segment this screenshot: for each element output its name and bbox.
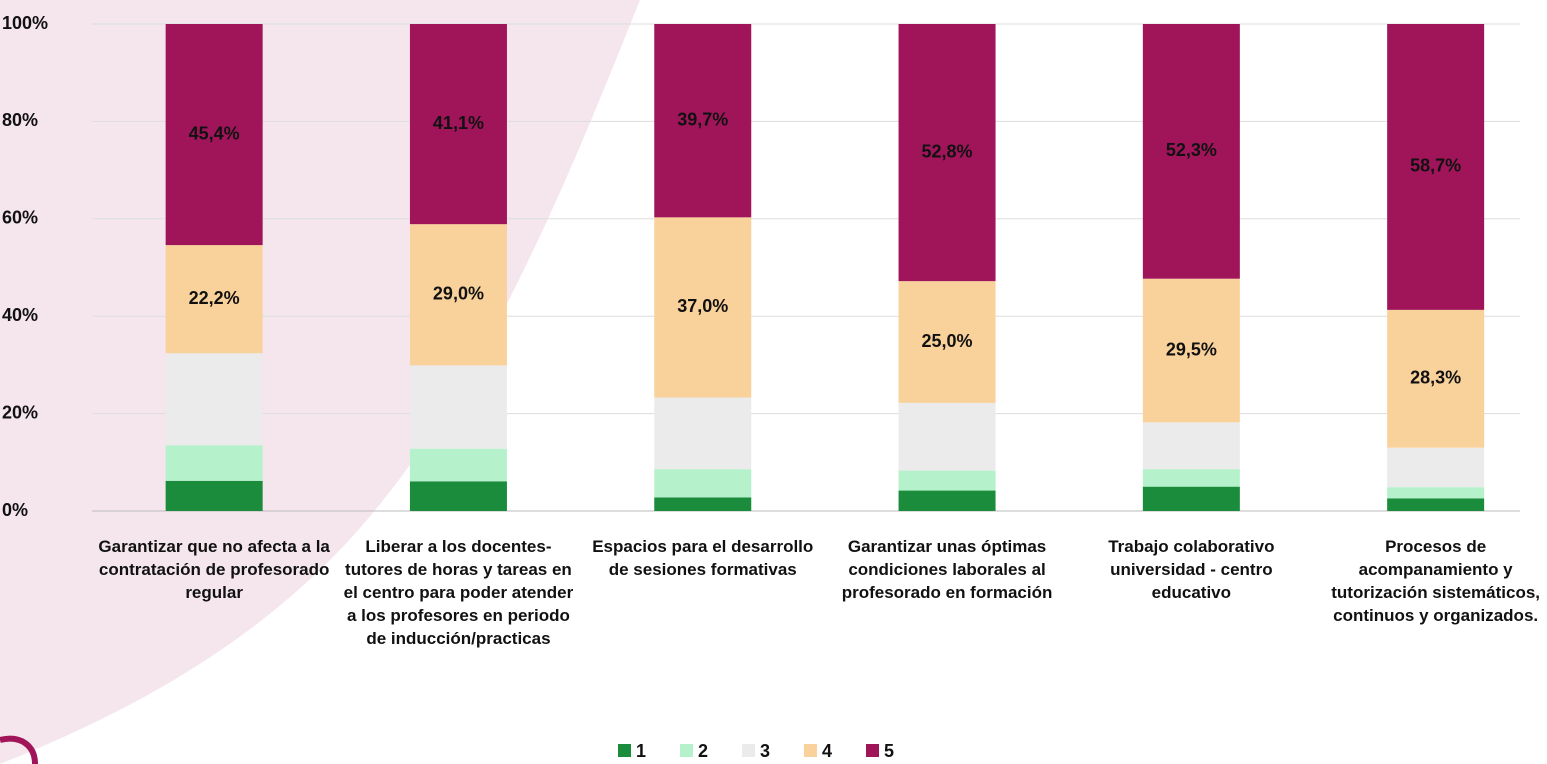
bar-segment <box>1387 309 1485 448</box>
bar-segment <box>165 480 263 511</box>
legend-label: 1 <box>636 741 646 761</box>
data-label: 37,0% <box>677 296 728 316</box>
data-label: 29,0% <box>433 284 484 304</box>
y-tick-label: 20% <box>2 402 38 422</box>
bar-segment <box>1142 469 1240 487</box>
legend-label: 2 <box>698 741 708 761</box>
bar-segment <box>654 469 752 498</box>
data-label: 22,2% <box>189 288 240 308</box>
bar-segment <box>409 24 507 225</box>
x-tick-label: Espacios para el desarrollo de sesiones … <box>592 537 814 579</box>
data-label: 29,5% <box>1166 339 1217 359</box>
bar-segment <box>409 448 507 482</box>
data-label: 52,3% <box>1166 140 1217 160</box>
bar-segment <box>1142 422 1240 470</box>
y-tick-label: 0% <box>2 500 28 520</box>
bar-segment <box>1142 486 1240 511</box>
x-tick-label: Liberar a los docentes-tutores de horas … <box>343 537 574 648</box>
x-tick-label: Procesos de acompanamiento y tutorizació… <box>1331 537 1541 625</box>
data-label: 45,4% <box>189 123 240 143</box>
bar-segment <box>898 281 996 403</box>
bar-segment <box>1387 487 1485 499</box>
data-label: 39,7% <box>677 109 728 129</box>
legend-swatch <box>742 744 755 757</box>
data-label: 58,7% <box>1410 156 1461 176</box>
data-label: 52,8% <box>922 141 973 161</box>
y-tick-label: 60% <box>2 208 38 228</box>
legend-swatch <box>680 744 693 757</box>
bar-segment <box>898 24 996 282</box>
bar-segment <box>165 245 263 354</box>
bar-segment <box>165 353 263 446</box>
bar-segment <box>654 397 752 470</box>
y-tick-label: 100% <box>2 13 48 33</box>
data-label: 41,1% <box>433 113 484 133</box>
bar-segment <box>409 224 507 366</box>
bar-segment <box>654 24 752 218</box>
bar-segment <box>409 365 507 449</box>
bar-segment <box>898 402 996 471</box>
legend-label: 5 <box>884 741 894 761</box>
data-label: 28,3% <box>1410 368 1461 388</box>
bar-segment <box>654 217 752 398</box>
legend-swatch <box>804 744 817 757</box>
decoration <box>0 735 38 764</box>
bar-segment <box>1387 24 1485 310</box>
y-tick-label: 80% <box>2 110 38 130</box>
bar-segment <box>1142 278 1240 423</box>
legend-swatch <box>866 744 879 757</box>
bar-segment <box>898 490 996 511</box>
legend-label: 4 <box>822 741 832 761</box>
x-tick-label: Garantizar unas óptimas condiciones labo… <box>841 537 1053 602</box>
bar-segment <box>165 445 263 481</box>
bar-segment <box>898 470 996 491</box>
bar-segment <box>165 24 263 246</box>
bar-segment <box>654 497 752 511</box>
y-tick-label: 40% <box>2 305 38 325</box>
bar-segment <box>409 481 507 511</box>
data-label: 25,0% <box>922 331 973 351</box>
legend-label: 3 <box>760 741 770 761</box>
x-tick-label: Garantizar que no afecta a la contrataci… <box>98 537 330 602</box>
bar-segment <box>1387 447 1485 488</box>
bar-segment <box>1142 24 1240 279</box>
x-tick-label: Trabajo colaborativo universidad - centr… <box>1108 537 1275 602</box>
bar-segment <box>1387 498 1485 511</box>
legend-swatch <box>618 744 631 757</box>
